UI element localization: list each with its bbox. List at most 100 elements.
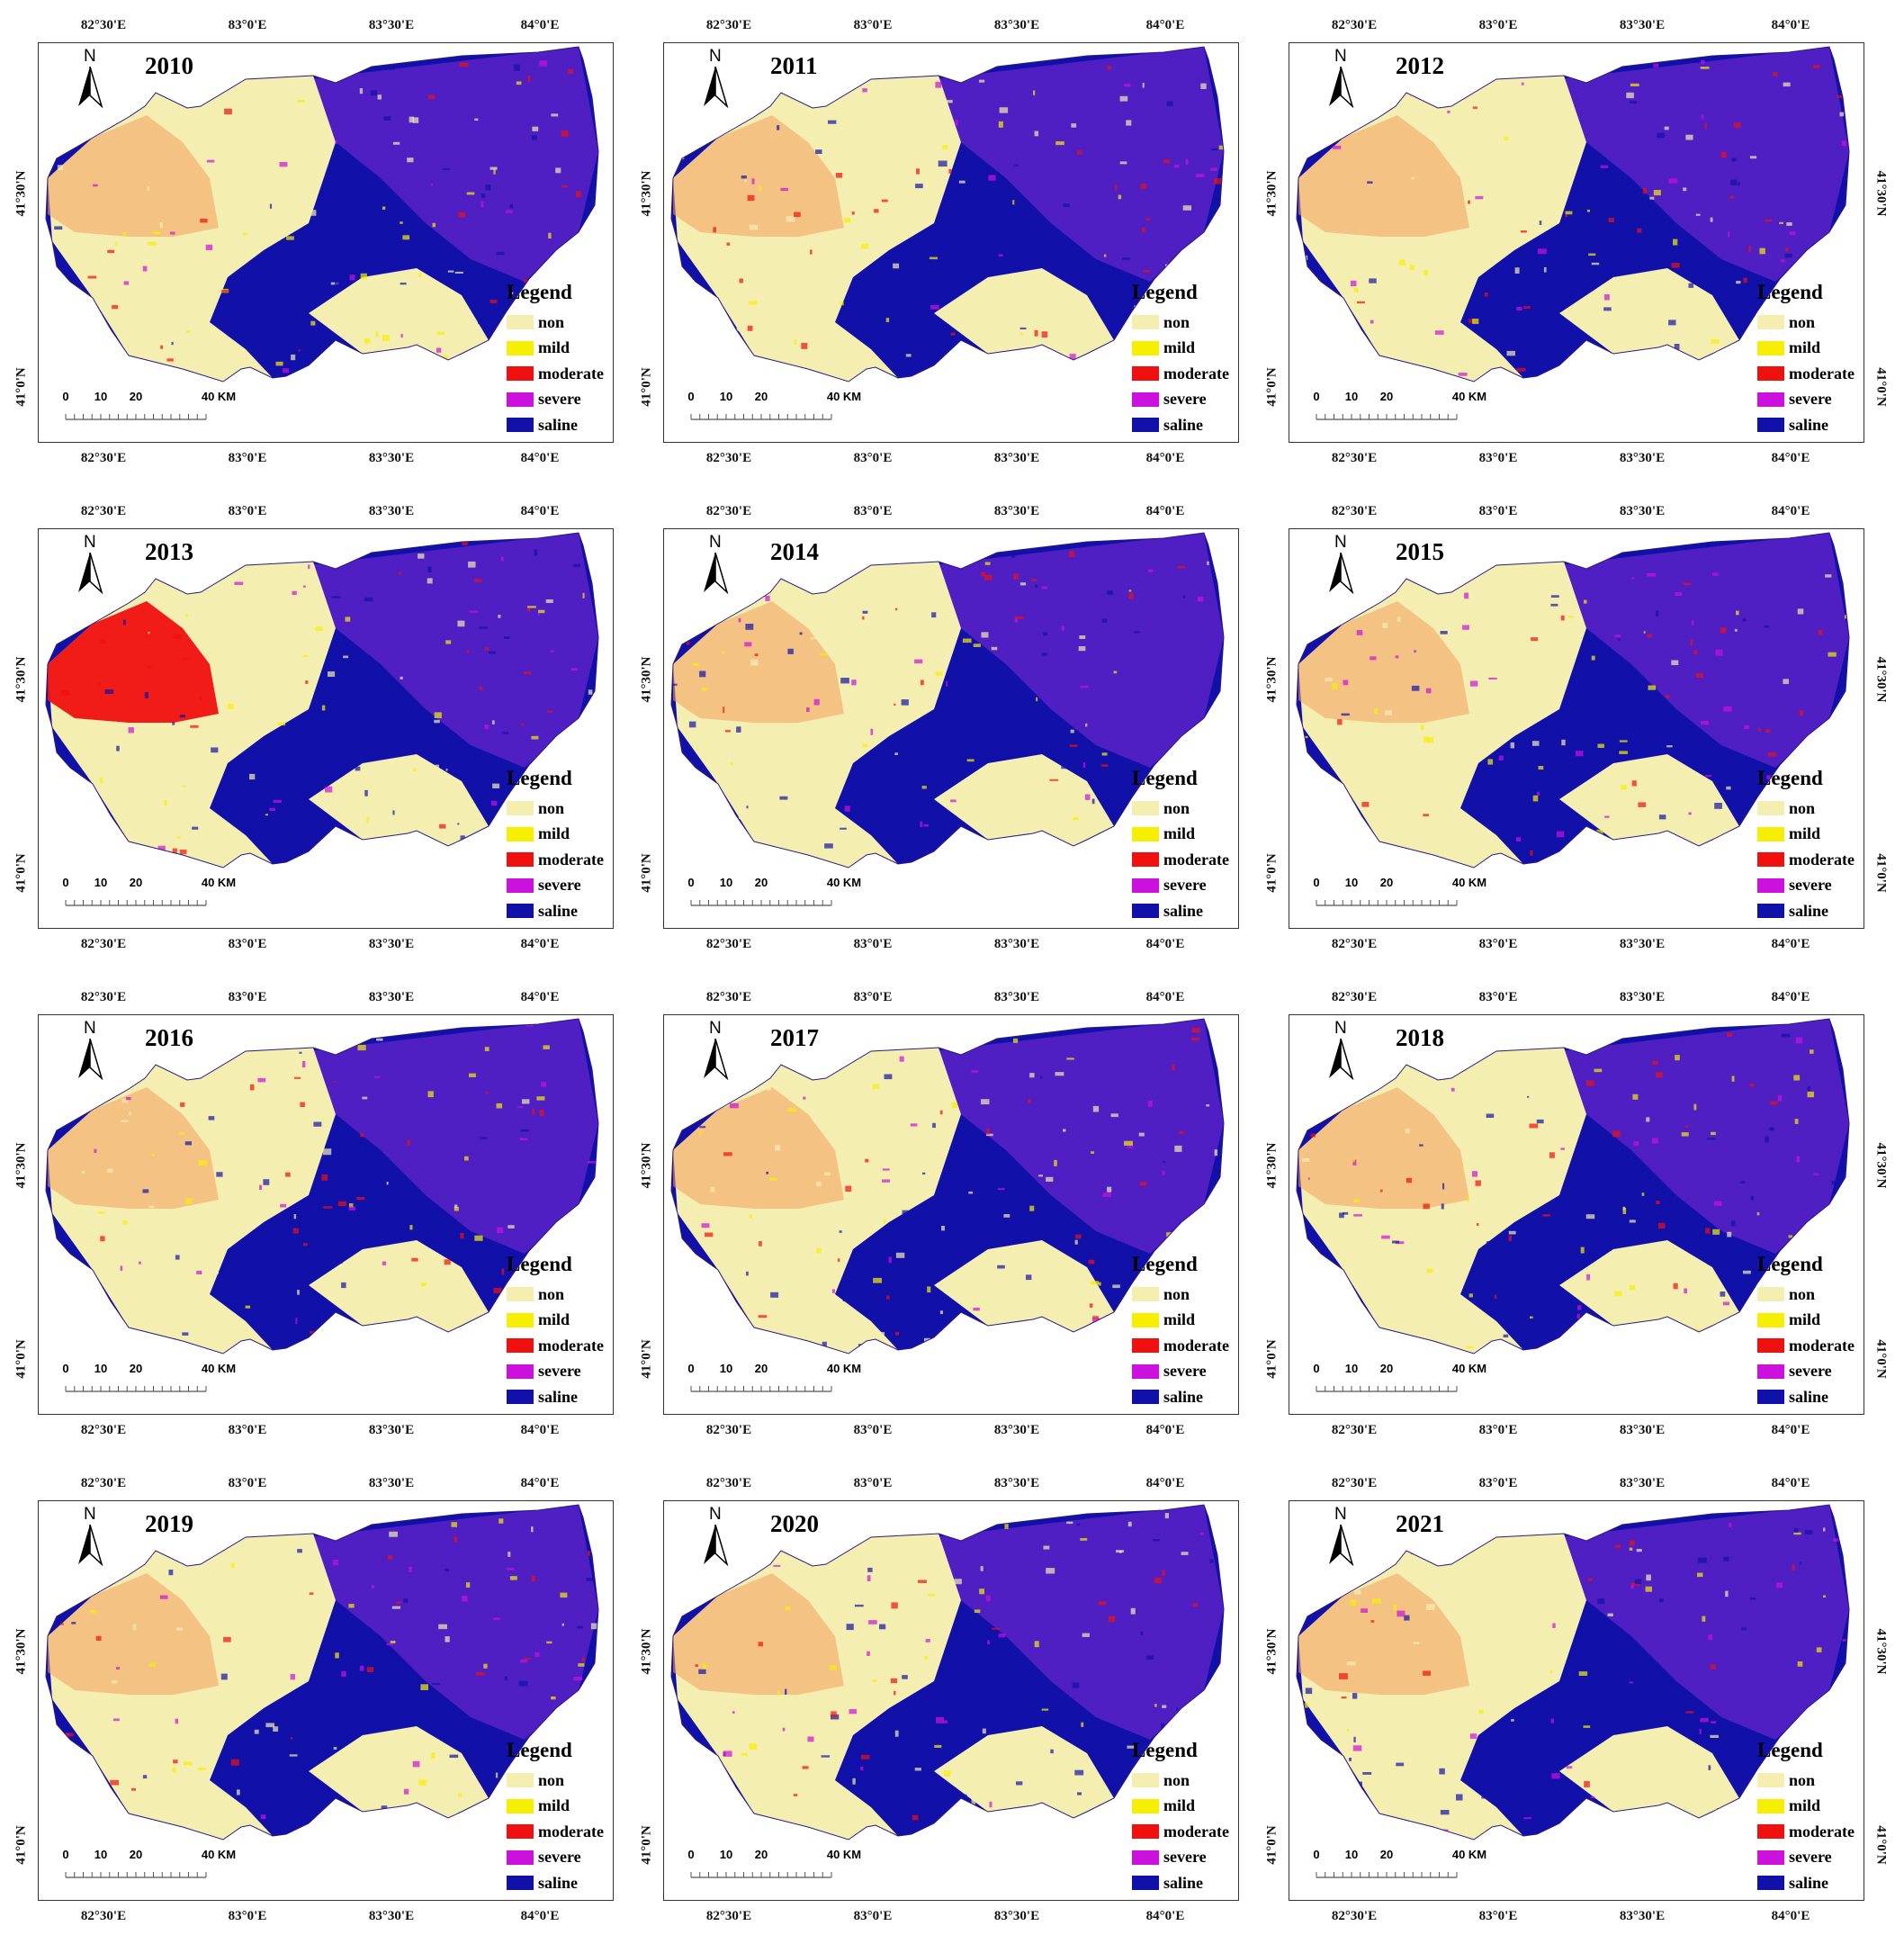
pixel-patch <box>794 212 801 218</box>
pixel-patch <box>1352 1745 1362 1751</box>
pixel-patch <box>1712 1228 1720 1235</box>
pixel-patch <box>367 805 375 807</box>
pixel-patch <box>435 764 439 770</box>
pixel-patch <box>538 609 545 614</box>
pixel-patch <box>1356 301 1365 304</box>
pixel-patch <box>1828 652 1837 657</box>
pixel-patch <box>334 1080 337 1083</box>
pixel-patch <box>1413 1642 1420 1644</box>
pixel-patch <box>862 88 867 93</box>
pixel-patch <box>687 287 697 292</box>
pixel-patch <box>298 349 301 352</box>
pixel-patch <box>832 93 837 96</box>
scale-label: 0 <box>1313 1362 1320 1375</box>
pixel-patch <box>899 1056 904 1062</box>
pixel-patch <box>756 1536 761 1543</box>
pixel-patch <box>536 1096 545 1101</box>
pixel-patch <box>1488 355 1497 358</box>
pixel-patch <box>710 1578 716 1584</box>
pixel-patch <box>1576 1313 1580 1319</box>
scale-label: 40 KM <box>1451 390 1487 403</box>
pixel-patch <box>1353 287 1359 292</box>
pixel-patch <box>831 125 837 131</box>
scale-label: 10 <box>94 1848 108 1861</box>
pixel-patch <box>328 537 335 540</box>
zone-moderate-fan <box>1298 1087 1469 1209</box>
pixel-patch <box>407 158 414 163</box>
north-arrow-icon <box>1329 1525 1354 1566</box>
zone-severe-east <box>934 47 1224 282</box>
pixel-patch <box>1339 1212 1344 1219</box>
pixel-patch <box>1174 164 1180 168</box>
lon-label-bottom: 83°30'E <box>368 937 415 951</box>
pixel-patch <box>184 1761 193 1766</box>
pixel-patch <box>1643 631 1646 634</box>
pixel-patch <box>1783 82 1791 87</box>
pixel-patch <box>402 235 410 240</box>
pixel-patch <box>1361 802 1370 807</box>
pixel-patch <box>1213 178 1222 184</box>
pixel-patch <box>507 1552 511 1557</box>
pixel-patch <box>816 1106 823 1112</box>
pixel-patch <box>364 597 373 602</box>
legend-label-severe: severe <box>538 876 581 895</box>
pixel-patch <box>1426 1604 1435 1610</box>
legend-item-mild: mild <box>1132 336 1238 362</box>
pixel-patch <box>387 1555 393 1560</box>
pixel-patch <box>1019 327 1027 329</box>
pixel-patch <box>674 140 677 145</box>
lon-label-bottom: 82°30'E <box>705 1909 752 1923</box>
pixel-patch <box>695 1732 700 1737</box>
pixel-patch <box>984 562 991 565</box>
scale-label: 10 <box>94 390 108 403</box>
pixel-patch <box>1448 89 1457 94</box>
pixel-patch <box>200 218 208 223</box>
pixel-patch <box>339 60 347 64</box>
pixel-patch <box>1206 1104 1210 1107</box>
lon-label-bottom: 83°30'E <box>993 1909 1040 1923</box>
pixel-patch <box>1041 331 1048 338</box>
pixel-patch <box>1712 1822 1716 1825</box>
pixel-patch <box>1678 850 1688 854</box>
legend-swatch-moderate <box>1132 366 1159 382</box>
pixel-patch <box>420 1684 428 1690</box>
pixel-patch <box>1729 1523 1732 1527</box>
pixel-patch <box>458 1793 463 1797</box>
pixel-patch <box>1560 1148 1565 1150</box>
pixel-patch <box>148 1205 155 1209</box>
pixel-patch <box>183 785 185 788</box>
pixel-patch <box>1578 1671 1588 1676</box>
legend-label-saline: saline <box>538 415 579 434</box>
pixel-patch <box>545 599 553 603</box>
pixel-patch <box>56 1048 62 1055</box>
pixel-patch <box>445 1569 450 1572</box>
pixel-patch <box>733 1561 738 1563</box>
pixel-patch <box>710 1186 715 1192</box>
lat-label-left: 41°30'N <box>1264 170 1280 217</box>
pixel-patch <box>1207 561 1209 565</box>
pixel-patch <box>888 1256 892 1264</box>
pixel-patch <box>699 338 706 343</box>
legend-label-severe: severe <box>538 1848 581 1867</box>
pixel-patch <box>371 1585 374 1588</box>
scale-label: 20 <box>754 1362 768 1375</box>
pixel-patch <box>100 639 107 644</box>
pixel-patch <box>1536 1119 1544 1124</box>
pixel-patch <box>354 1310 361 1312</box>
pixel-patch <box>396 1601 402 1604</box>
pixel-patch <box>806 707 810 712</box>
legend-label-mild: mild <box>1163 338 1196 357</box>
pixel-patch <box>1594 1068 1603 1073</box>
pixel-patch <box>1304 1703 1308 1708</box>
pixel-patch <box>986 1133 993 1137</box>
pixel-patch <box>1758 727 1761 732</box>
pixel-patch <box>1121 257 1130 260</box>
pixel-patch <box>1318 70 1325 76</box>
pixel-patch <box>539 60 547 67</box>
pixel-patch <box>1504 1036 1508 1040</box>
pixel-patch <box>787 1108 797 1112</box>
legend-swatch-severe <box>1132 878 1159 893</box>
north-label: N <box>84 1505 96 1524</box>
pixel-patch <box>534 549 538 556</box>
pixel-patch <box>129 1039 134 1044</box>
